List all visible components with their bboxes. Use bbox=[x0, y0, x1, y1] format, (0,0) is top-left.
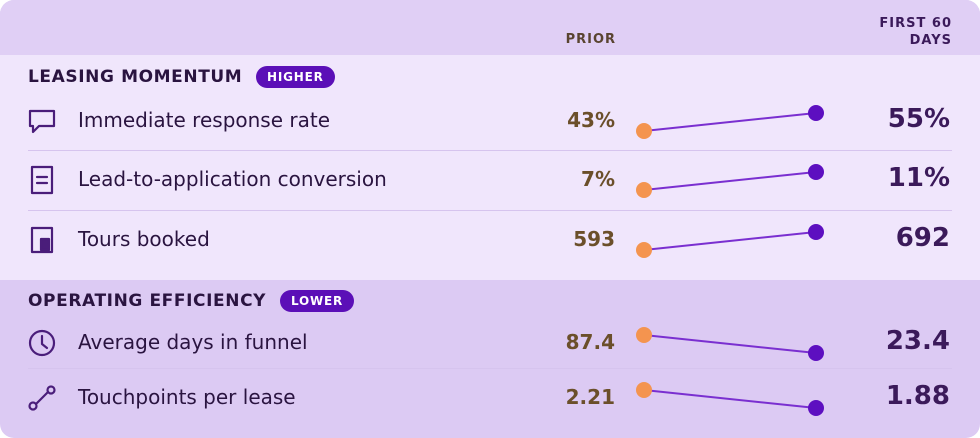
current-dot bbox=[808, 105, 824, 121]
row-icon bbox=[39, 237, 51, 252]
slope-line bbox=[643, 389, 817, 409]
current-value: 55% bbox=[887, 104, 950, 134]
slope-line bbox=[643, 334, 817, 354]
slope-line bbox=[643, 171, 817, 191]
prior-dot bbox=[636, 182, 652, 198]
row-icon bbox=[40, 334, 49, 350]
row-icon bbox=[30, 165, 54, 195]
slope-line bbox=[643, 112, 817, 132]
metric-label: Touchpoints per lease bbox=[78, 385, 296, 409]
section-badge: LOWER bbox=[280, 290, 355, 312]
metric-label: Average days in funnel bbox=[78, 330, 308, 354]
row-icon bbox=[46, 385, 56, 395]
row-icon bbox=[28, 329, 56, 357]
prior-dot bbox=[636, 382, 652, 398]
row-icon bbox=[30, 226, 54, 254]
section-badge: HIGHER bbox=[256, 66, 335, 88]
metric-label: Tours booked bbox=[78, 227, 210, 251]
row-icon bbox=[28, 329, 56, 357]
header-band bbox=[0, 0, 980, 55]
current-value: 692 bbox=[895, 223, 950, 253]
row-icon bbox=[30, 165, 54, 195]
current-value: 11% bbox=[887, 163, 950, 193]
current-dot bbox=[808, 164, 824, 180]
metric-label: Lead-to-application conversion bbox=[78, 167, 387, 191]
section-title: LEASING MOMENTUM bbox=[28, 67, 243, 87]
prior-value: 43% bbox=[567, 108, 615, 132]
prior-dot bbox=[636, 123, 652, 139]
metric-label: Immediate response rate bbox=[78, 108, 331, 132]
row-icon bbox=[28, 109, 56, 134]
row-icon bbox=[28, 109, 56, 134]
current-dot bbox=[808, 224, 824, 240]
row-icon bbox=[34, 390, 50, 406]
prior-value: 2.21 bbox=[565, 385, 615, 409]
current-dot bbox=[808, 345, 824, 361]
row-separator bbox=[28, 368, 952, 369]
row-icon bbox=[35, 175, 49, 185]
current-dot bbox=[808, 400, 824, 416]
row-separator bbox=[28, 210, 952, 211]
prior-dot bbox=[636, 242, 652, 258]
current-value: 23.4 bbox=[885, 326, 950, 356]
prior-dot bbox=[636, 327, 652, 343]
current-value: 1.88 bbox=[885, 381, 950, 411]
section-title: OPERATING EFFICIENCY bbox=[28, 291, 267, 311]
row-icon bbox=[28, 385, 56, 411]
slope-line bbox=[643, 231, 817, 251]
row-icon bbox=[28, 401, 38, 411]
current-header: FIRST 60 DAYS bbox=[879, 16, 952, 48]
prior-header: PRIOR bbox=[565, 32, 616, 47]
prior-value: 7% bbox=[581, 167, 615, 191]
row-icon bbox=[30, 226, 54, 254]
prior-value: 593 bbox=[573, 227, 615, 251]
row-separator bbox=[28, 150, 952, 151]
prior-value: 87.4 bbox=[565, 330, 615, 354]
